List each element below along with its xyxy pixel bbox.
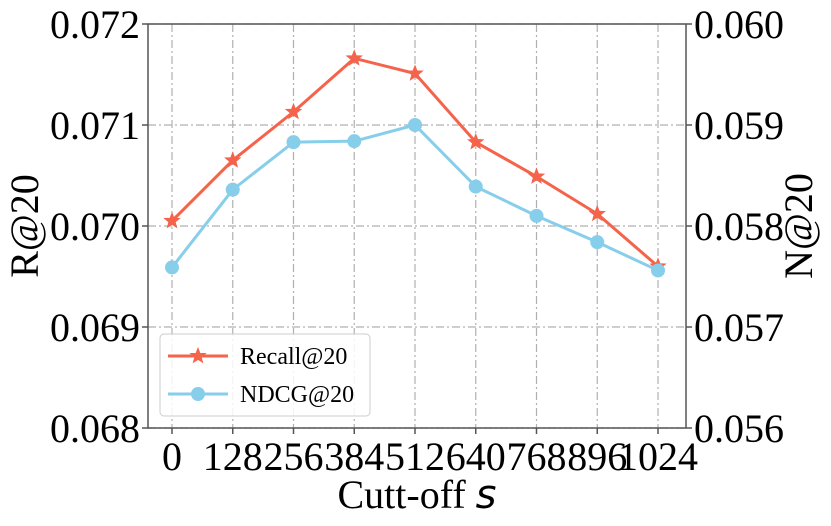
right-tick-label: 0.058	[694, 204, 784, 249]
right-tick-label: 0.056	[694, 406, 784, 451]
x-axis-symbol: s	[476, 472, 497, 518]
data-point-recall-20	[163, 211, 181, 229]
x-tick-label: 384	[324, 434, 384, 479]
right-axis-ticks: 0.056 0.057 0.058 0.059 0.060	[686, 2, 784, 451]
data-point-ndcg-20	[651, 263, 665, 278]
data-point-recall-20	[588, 204, 606, 222]
left-tick-label: 0.070	[50, 204, 140, 249]
data-point-ndcg-20	[347, 134, 362, 149]
x-tick-label: 512	[385, 434, 445, 479]
data-point-recall-20	[224, 151, 242, 168]
left-axis-title: R@20	[2, 174, 47, 278]
x-tick-label: 128	[203, 434, 263, 479]
legend-label-ndcg-20: NDCG@20	[240, 382, 354, 408]
x-axis-title: Cutt-off s	[338, 472, 497, 518]
legend-label-recall-20: Recall@20	[240, 344, 347, 370]
x-tick-label: 896	[567, 434, 627, 479]
right-tick-label: 0.057	[694, 305, 784, 350]
right-axis-title: N@20	[776, 173, 821, 279]
series-markers	[163, 49, 667, 278]
right-tick-label: 0.060	[694, 2, 784, 47]
legend-marker-recall-20	[189, 346, 207, 364]
left-tick-label: 0.071	[50, 103, 140, 148]
data-point-recall-20	[467, 133, 485, 150]
x-tick-label: 768	[507, 434, 567, 479]
x-axis-label: Cutt-off	[338, 472, 467, 517]
x-tick-label: 1024	[618, 434, 698, 479]
data-point-ndcg-20	[468, 179, 483, 194]
data-point-ndcg-20	[408, 118, 422, 132]
x-tick-label: 640	[446, 434, 506, 479]
data-point-recall-20	[406, 64, 424, 81]
left-tick-label: 0.072	[50, 2, 140, 47]
x-tick-label: 256	[264, 434, 324, 479]
data-point-ndcg-20	[590, 235, 605, 250]
left-tick-label: 0.069	[50, 305, 140, 350]
x-tick-label: 0	[162, 434, 182, 479]
data-point-recall-20	[527, 167, 546, 184]
right-tick-label: 0.059	[694, 103, 784, 148]
data-point-ndcg-20	[286, 135, 301, 150]
legend: Recall@20 NDCG@20	[159, 333, 371, 417]
data-point-ndcg-20	[225, 182, 240, 197]
left-tick-label: 0.068	[50, 406, 140, 451]
data-point-ndcg-20	[165, 260, 179, 275]
left-axis-ticks: 0.068 0.069 0.070 0.071 0.072	[50, 2, 148, 451]
legend-marker-ndcg-20	[191, 387, 205, 401]
data-point-ndcg-20	[529, 208, 544, 223]
data-point-recall-20	[345, 49, 363, 66]
data-point-recall-20	[284, 102, 303, 120]
